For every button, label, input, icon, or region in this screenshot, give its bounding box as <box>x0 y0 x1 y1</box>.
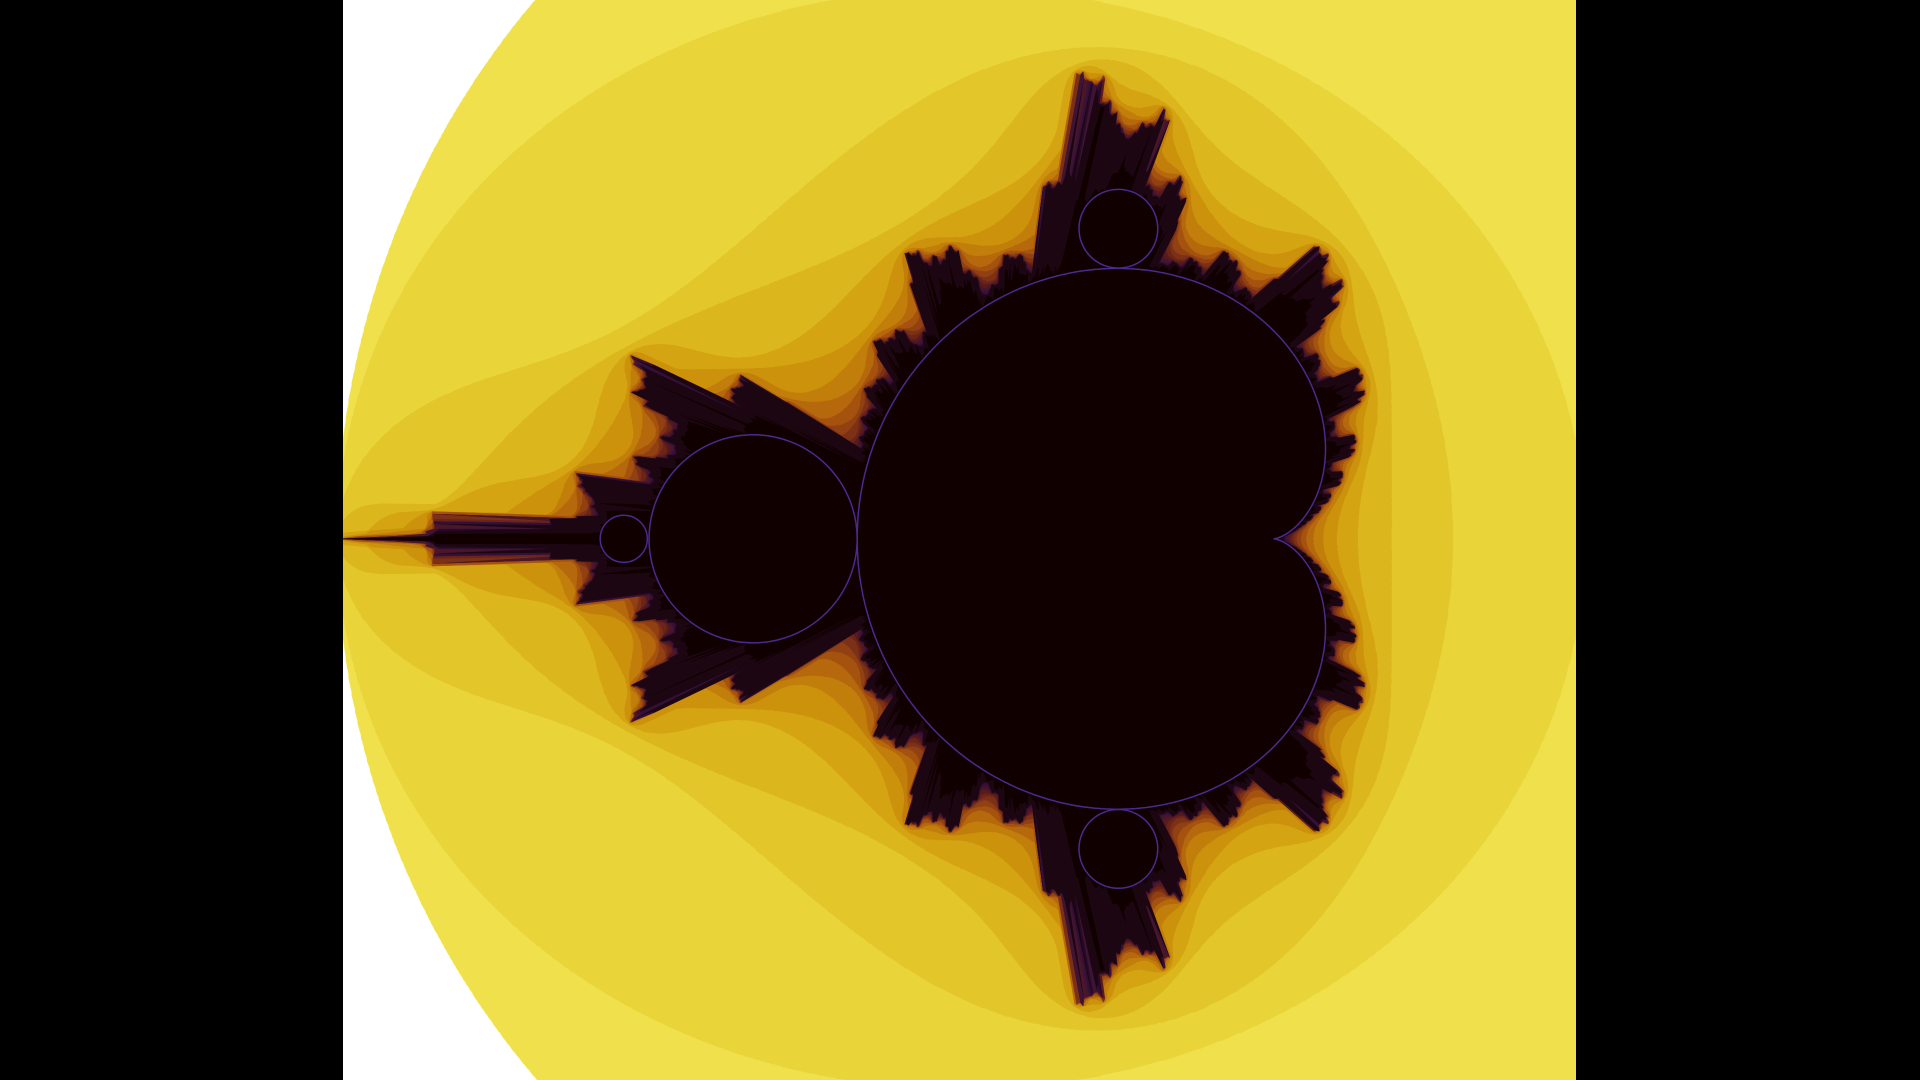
mandelbrot <box>343 0 1576 1080</box>
bulb <box>1078 188 1159 269</box>
bulb <box>648 433 858 644</box>
bulb <box>1078 808 1159 890</box>
bulb <box>599 514 649 564</box>
